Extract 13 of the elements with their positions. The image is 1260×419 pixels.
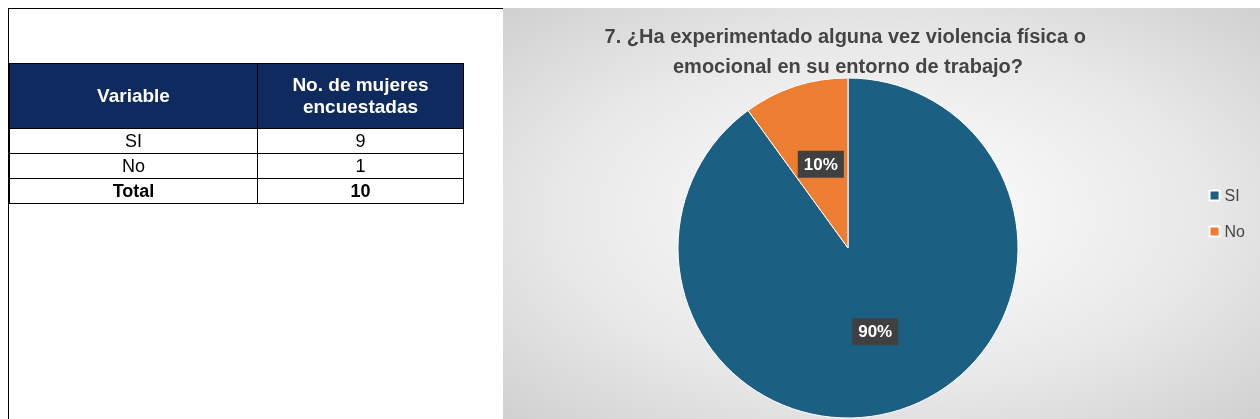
data-label: 1: [257, 153, 464, 179]
legend-label: No: [1224, 223, 1246, 240]
data-label: 90%: [858, 322, 893, 342]
category-label: SI: [9, 128, 258, 154]
chart-title: 7. ¿Ha experimentado alguna vez violencia física o emocional en su entorno de trabajo?: [604, 25, 1092, 77]
text: No. de mujeres encuestadas: [257, 63, 464, 129]
category-label: Total: [9, 178, 258, 204]
category-label: No: [9, 153, 258, 179]
text: Variable: [9, 63, 258, 129]
data-label: 10%: [803, 154, 838, 174]
legend-label: SI: [1224, 187, 1240, 204]
data-label: 9: [257, 128, 464, 154]
data-label: 10: [257, 178, 464, 204]
